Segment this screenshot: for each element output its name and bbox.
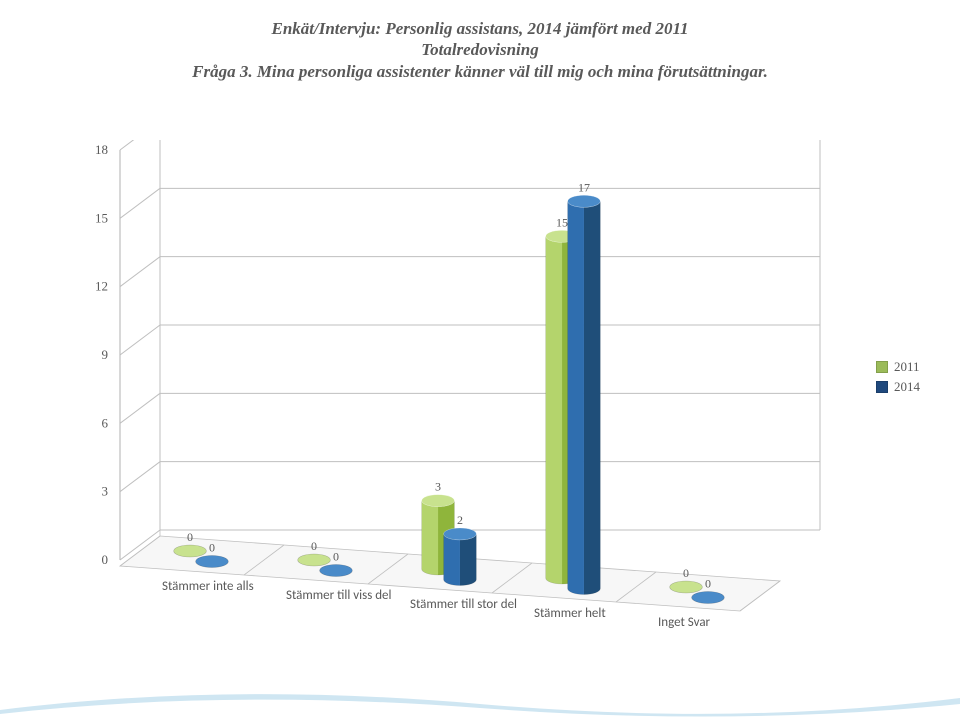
legend-label-2011: 2011 (894, 359, 920, 375)
svg-text:12: 12 (95, 279, 108, 294)
svg-text:9: 9 (102, 347, 109, 362)
category-label: Stämmer till viss del (286, 588, 392, 603)
svg-text:17: 17 (578, 180, 590, 194)
legend-item-2014: 2014 (876, 379, 920, 395)
category-label: Stämmer inte alls (162, 579, 254, 594)
svg-text:3: 3 (102, 484, 109, 499)
svg-text:3: 3 (435, 480, 441, 494)
legend-item-2011: 2011 (876, 359, 920, 375)
legend: 2011 2014 (876, 355, 920, 399)
category-label: Inget Svar (658, 615, 710, 630)
svg-text:0: 0 (102, 552, 109, 567)
decorative-wave (0, 682, 960, 720)
legend-label-2014: 2014 (894, 379, 920, 395)
chart-title-block: Enkät/Intervju: Personlig assistans, 201… (0, 0, 960, 82)
svg-text:15: 15 (95, 210, 108, 225)
svg-text:6: 6 (102, 415, 109, 430)
title-line-1: Enkät/Intervju: Personlig assistans, 201… (0, 18, 960, 39)
chart-area: 0369121518000032151700 2011 2014 Stämmer… (60, 140, 880, 660)
svg-text:18: 18 (95, 142, 108, 157)
svg-text:0: 0 (311, 539, 317, 553)
svg-text:0: 0 (187, 530, 193, 544)
svg-text:0: 0 (683, 566, 689, 580)
legend-swatch-2011 (876, 361, 888, 373)
svg-text:15: 15 (556, 215, 568, 229)
svg-text:0: 0 (333, 550, 339, 564)
title-line-3: Fråga 3. Mina personliga assistenter kän… (0, 61, 960, 82)
category-label: Stämmer till stor del (410, 597, 517, 612)
svg-text:0: 0 (209, 541, 215, 555)
title-line-2: Totalredovisning (0, 39, 960, 60)
svg-text:2: 2 (457, 513, 463, 527)
legend-swatch-2014 (876, 381, 888, 393)
svg-text:0: 0 (705, 577, 711, 591)
category-label: Stämmer helt (534, 606, 606, 621)
